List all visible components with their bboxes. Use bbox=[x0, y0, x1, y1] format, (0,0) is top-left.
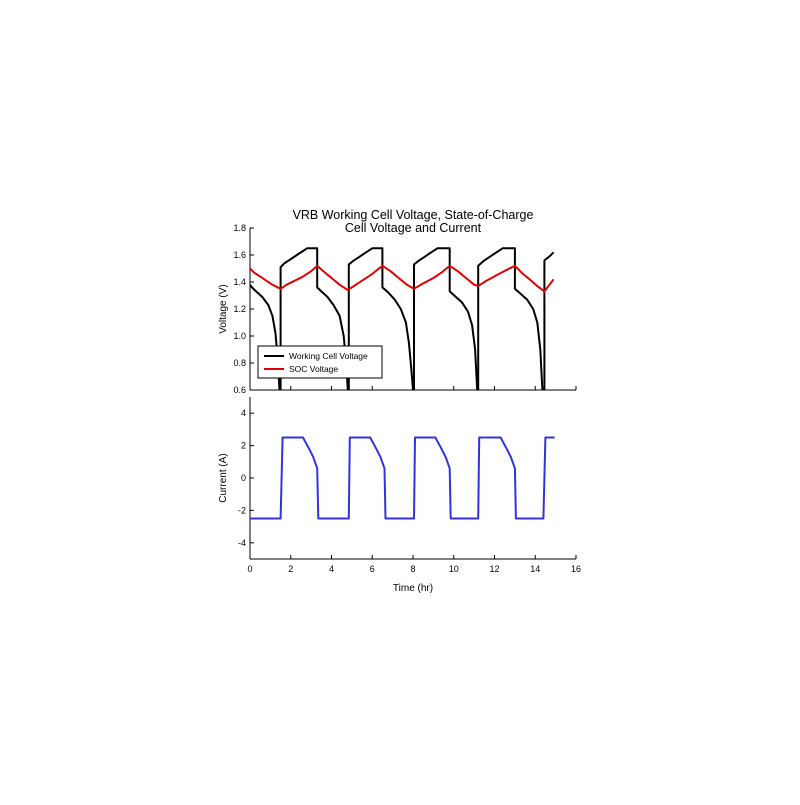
y-tick-label: 0 bbox=[241, 473, 246, 483]
y-tick-label: 1.2 bbox=[233, 304, 246, 314]
x-tick-label: 0 bbox=[247, 564, 252, 574]
x-tick-label: 12 bbox=[489, 564, 499, 574]
y-tick-label: -2 bbox=[238, 505, 246, 515]
legend-label: Working Cell Voltage bbox=[289, 351, 368, 361]
x-tick-label: 2 bbox=[288, 564, 293, 574]
x-tick-label: 10 bbox=[449, 564, 459, 574]
series-line-current bbox=[250, 436, 555, 520]
x-axis-label: Time (hr) bbox=[393, 583, 433, 594]
series-line-soc-voltage bbox=[250, 264, 555, 293]
y-tick-label: 4 bbox=[241, 408, 246, 418]
y-axis-label: Voltage (V) bbox=[218, 284, 229, 333]
y-tick-label: 1.8 bbox=[233, 223, 246, 233]
y-tick-label: 1.6 bbox=[233, 250, 246, 260]
x-tick-label: 4 bbox=[329, 564, 334, 574]
y-axis-label: Current (A) bbox=[218, 453, 229, 502]
y-tick-label: 1.0 bbox=[233, 331, 246, 341]
chart-title: VRB Working Cell Voltage, State-of-Charg… bbox=[292, 208, 534, 222]
legend-label: SOC Voltage bbox=[289, 364, 338, 374]
x-tick-label: 14 bbox=[530, 564, 540, 574]
x-tick-label: 16 bbox=[571, 564, 581, 574]
y-tick-label: 0.6 bbox=[233, 385, 246, 395]
chart-subtitle: Cell Voltage and Current bbox=[344, 221, 482, 235]
y-tick-label: 2 bbox=[241, 441, 246, 451]
series-line-working-cell-voltage bbox=[250, 247, 555, 390]
y-tick-label: 0.8 bbox=[233, 358, 246, 368]
legend-box bbox=[257, 345, 383, 379]
x-tick-label: 8 bbox=[410, 564, 415, 574]
y-tick-label: -4 bbox=[238, 538, 246, 548]
x-tick-label: 6 bbox=[370, 564, 375, 574]
y-tick-label: 1.4 bbox=[233, 277, 246, 287]
